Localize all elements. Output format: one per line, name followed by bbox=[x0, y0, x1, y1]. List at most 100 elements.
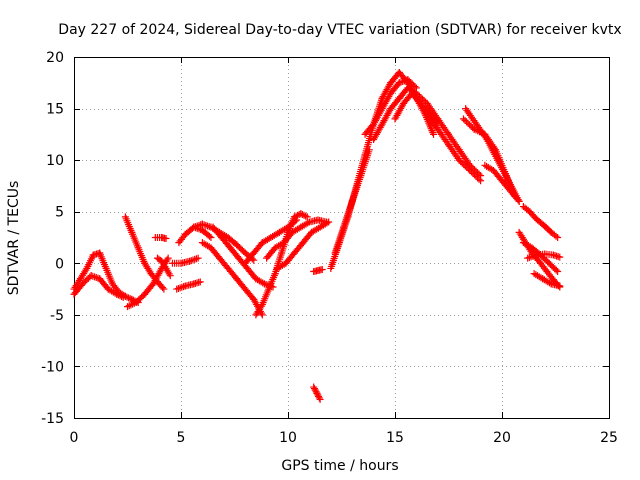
data-point bbox=[159, 284, 167, 292]
data-point bbox=[554, 268, 562, 276]
data-point bbox=[552, 266, 560, 274]
data-point bbox=[259, 279, 267, 287]
data-point bbox=[176, 284, 184, 292]
data-point bbox=[477, 177, 485, 185]
data-point bbox=[556, 253, 564, 261]
data-point bbox=[302, 212, 310, 220]
data-point bbox=[258, 311, 266, 319]
data-point bbox=[463, 118, 471, 126]
data-point bbox=[187, 257, 195, 265]
data-point bbox=[257, 302, 265, 310]
data-point bbox=[467, 168, 475, 176]
data-point bbox=[205, 223, 213, 231]
series-arc11 bbox=[198, 239, 266, 319]
data-point bbox=[250, 256, 258, 264]
data-point bbox=[514, 196, 522, 204]
x-tick-label: 25 bbox=[600, 430, 618, 446]
data-point bbox=[192, 255, 200, 263]
series-arc9 bbox=[173, 278, 204, 293]
data-point bbox=[114, 291, 122, 299]
data-point bbox=[459, 115, 467, 123]
data-point bbox=[186, 257, 194, 265]
x-tick-label: 0 bbox=[70, 430, 79, 446]
axis-ticks: 0 5 10 15 20 25 -15 -10 -5 0 5 10 15 20 bbox=[41, 50, 618, 446]
data-point bbox=[128, 295, 136, 303]
data-point bbox=[297, 210, 305, 218]
data-point bbox=[515, 197, 523, 205]
x-tick-label: 10 bbox=[279, 430, 297, 446]
data-point bbox=[365, 146, 373, 154]
data-point bbox=[173, 285, 181, 293]
data-point bbox=[315, 394, 323, 402]
x-tick-label: 20 bbox=[493, 430, 511, 446]
data-point bbox=[82, 266, 90, 274]
data-point bbox=[300, 211, 308, 219]
series-arc2 bbox=[70, 272, 127, 301]
data-point bbox=[113, 290, 121, 298]
data-point bbox=[527, 253, 535, 261]
data-point bbox=[202, 221, 210, 229]
data-point bbox=[490, 144, 498, 152]
x-axis-label: GPS time / hours bbox=[281, 458, 398, 474]
x-tick-label: 15 bbox=[386, 430, 404, 446]
series-arc18 bbox=[310, 383, 324, 403]
data-point bbox=[124, 303, 131, 311]
data-point bbox=[204, 222, 212, 230]
data-point bbox=[160, 285, 168, 293]
data-point bbox=[166, 272, 174, 280]
data-point bbox=[529, 252, 537, 260]
y-tick-label: 5 bbox=[55, 205, 64, 221]
chart-title: Day 227 of 2024, Sidereal Day-to-day VTE… bbox=[58, 22, 621, 38]
data-point bbox=[119, 293, 127, 301]
data-point bbox=[310, 385, 318, 393]
series-arc14 bbox=[241, 216, 301, 267]
data-point bbox=[474, 174, 482, 182]
data-point bbox=[310, 383, 318, 391]
data-point bbox=[180, 283, 188, 291]
data-point bbox=[314, 391, 322, 399]
data-point bbox=[311, 386, 319, 394]
data-point bbox=[554, 234, 562, 241]
data-point bbox=[316, 395, 324, 403]
data-point bbox=[196, 278, 204, 286]
data-point bbox=[125, 302, 133, 310]
data-point bbox=[194, 254, 202, 262]
series-arc16 bbox=[273, 218, 333, 272]
data-point bbox=[323, 219, 331, 227]
data-point bbox=[298, 211, 306, 219]
data-point bbox=[127, 301, 135, 309]
data-point bbox=[466, 166, 474, 174]
data-point bbox=[313, 389, 321, 397]
data-point bbox=[463, 164, 471, 172]
data-point bbox=[395, 79, 403, 87]
data-point bbox=[294, 211, 302, 219]
data-point bbox=[318, 265, 326, 273]
series-arc27 bbox=[481, 161, 523, 205]
series-arc28 bbox=[519, 203, 562, 241]
data-point bbox=[206, 232, 214, 240]
data-point bbox=[556, 282, 564, 290]
data-point bbox=[469, 169, 477, 177]
series-arc17 bbox=[310, 265, 326, 276]
data-point bbox=[457, 158, 465, 166]
data-point bbox=[195, 221, 203, 229]
data-point bbox=[174, 284, 182, 292]
data-point bbox=[314, 392, 322, 400]
x-tick-label: 5 bbox=[177, 430, 186, 446]
y-tick-label: -10 bbox=[41, 359, 64, 375]
y-axis-label: SDTVAR / TECUs bbox=[6, 181, 22, 296]
data-point bbox=[91, 273, 99, 281]
series-arc26 bbox=[459, 115, 519, 200]
data-point bbox=[118, 293, 126, 301]
series-arc21 bbox=[361, 76, 420, 138]
data-point bbox=[192, 223, 200, 231]
data-point bbox=[92, 274, 100, 282]
data-point bbox=[399, 78, 407, 86]
y-tick-label: 20 bbox=[46, 50, 64, 66]
data-point bbox=[89, 272, 97, 280]
data-point bbox=[200, 221, 208, 229]
data-point bbox=[552, 232, 560, 240]
data-point bbox=[191, 255, 199, 263]
y-tick-label: -15 bbox=[41, 411, 64, 427]
